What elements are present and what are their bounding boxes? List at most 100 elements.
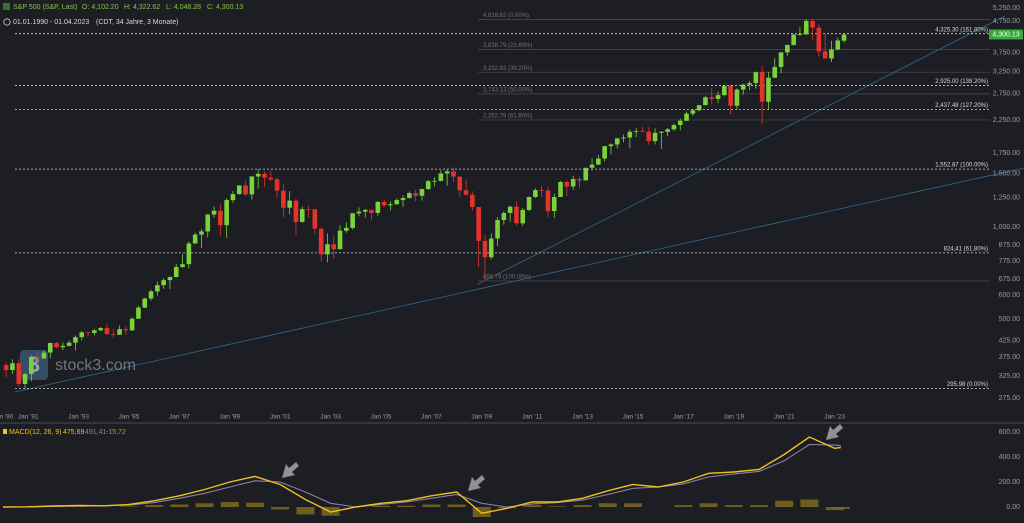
- candle-body: [180, 264, 185, 267]
- y-tick-label: 425.00: [999, 337, 1021, 344]
- candle-body: [136, 307, 141, 319]
- histogram-bar: [831, 507, 850, 509]
- y-tick-label: 1,250.00: [993, 195, 1020, 202]
- histogram-bar: [246, 502, 264, 507]
- candle-body: [306, 209, 311, 210]
- histogram-bar: [195, 503, 214, 507]
- candle-body: [243, 185, 248, 195]
- candle-body: [791, 34, 796, 45]
- candle-body: [161, 280, 166, 286]
- candle-body: [785, 44, 790, 53]
- candle-body: [117, 329, 122, 335]
- candle-body: [173, 266, 179, 278]
- candle-body: [451, 171, 456, 177]
- histogram-bar: [573, 505, 592, 507]
- candle-body: [142, 298, 148, 308]
- candle-body: [514, 206, 519, 224]
- candle-body: [3, 365, 9, 371]
- candle-body: [262, 173, 267, 178]
- candle-body: [533, 190, 538, 198]
- x-tick-label: Jan '91: [18, 414, 39, 421]
- icon: [3, 3, 10, 10]
- candle-body: [211, 210, 217, 215]
- candle-body: [381, 201, 387, 206]
- x-tick-label: Jan '93: [68, 414, 89, 421]
- candle-body: [476, 207, 481, 241]
- y-tick-label: 275.00: [999, 395, 1021, 402]
- candle-body: [816, 27, 822, 52]
- candle-body: [589, 164, 595, 168]
- candle-body: [274, 179, 280, 191]
- histogram-bar: [674, 505, 693, 507]
- histogram-bar: [624, 503, 642, 507]
- candle-body: [186, 243, 192, 265]
- y-tick-label: 3,750.00: [993, 49, 1020, 56]
- candle-body: [621, 137, 626, 139]
- candle-body: [684, 113, 689, 121]
- fib-label-secondary: 3,838.79 (23.60%): [483, 43, 532, 49]
- candle-body: [596, 158, 601, 165]
- candle-body: [753, 72, 759, 84]
- fib-label-secondary: 3,232.62 (38.20%): [483, 66, 532, 72]
- candle-body: [482, 240, 488, 258]
- candle-body: [299, 209, 305, 223]
- candle-body: [659, 131, 664, 133]
- candle-body: [583, 167, 589, 181]
- x-tick-label: Jan '15: [623, 414, 644, 421]
- candle-body: [35, 357, 40, 359]
- histogram-bar: [372, 505, 390, 507]
- y-tick-label: 400.00: [999, 454, 1021, 461]
- candle-body: [287, 200, 292, 208]
- candle-body: [444, 171, 450, 174]
- histogram-bar: [750, 505, 768, 507]
- y-tick-label: 375.00: [999, 354, 1021, 361]
- histogram-bar: [800, 499, 819, 507]
- histogram-bar: [472, 507, 491, 517]
- annotation-arrows: [281, 423, 844, 492]
- candle-body: [470, 194, 475, 208]
- candle-body: [362, 209, 368, 212]
- histogram-bar: [397, 505, 416, 507]
- candle-body: [747, 83, 752, 85]
- candle-body: [703, 97, 708, 106]
- histogram-bar: [699, 503, 718, 507]
- x-tick-label: Jan '19: [723, 414, 744, 421]
- candle-body: [728, 85, 733, 106]
- candle-body: [539, 190, 544, 191]
- x-tick-label: Jan '05: [371, 414, 392, 421]
- candle-body: [293, 200, 299, 223]
- candle-body: [551, 197, 557, 212]
- candle-body: [520, 209, 526, 224]
- candle-body: [129, 318, 135, 331]
- histogram-value: -15,72: [106, 429, 126, 436]
- candle-body: [810, 20, 815, 28]
- candle-body: [526, 197, 532, 210]
- y-tick-label: 1,000.00: [993, 224, 1020, 231]
- y-tick-label: 875.00: [999, 242, 1021, 249]
- candle-body: [829, 49, 834, 59]
- candle-body: [677, 120, 683, 126]
- y-tick-label: 3,250.00: [993, 68, 1020, 75]
- y-tick-label: 675.00: [999, 276, 1021, 283]
- candle-body: [759, 72, 765, 102]
- histogram-bar: [145, 505, 164, 507]
- fib-label: 2,437.48 (127.20%): [935, 103, 988, 109]
- candle-body: [10, 363, 15, 371]
- x-tick-label: Jan '09: [471, 414, 492, 421]
- x-tick-label: Jan '97: [169, 414, 190, 421]
- candle-body: [268, 177, 274, 180]
- histogram-bar: [170, 504, 189, 507]
- fib-label: 2,925.00 (138.20%): [935, 79, 988, 85]
- fib-label-secondary: 2,252.79 (61.80%): [483, 114, 532, 120]
- fib-label: 4,325.30 (161.80%): [935, 27, 988, 33]
- histogram-bar: [523, 505, 542, 507]
- candle-body: [29, 357, 34, 374]
- macd-title: MACD(12, 26, 9): [9, 429, 62, 436]
- candle-body: [488, 238, 494, 258]
- x-tick-label: Jan '11: [522, 414, 543, 421]
- candle-body: [167, 277, 173, 281]
- candle-body: [104, 328, 110, 335]
- y-tick-label: 0.00: [1006, 504, 1020, 511]
- arrow: [467, 474, 486, 492]
